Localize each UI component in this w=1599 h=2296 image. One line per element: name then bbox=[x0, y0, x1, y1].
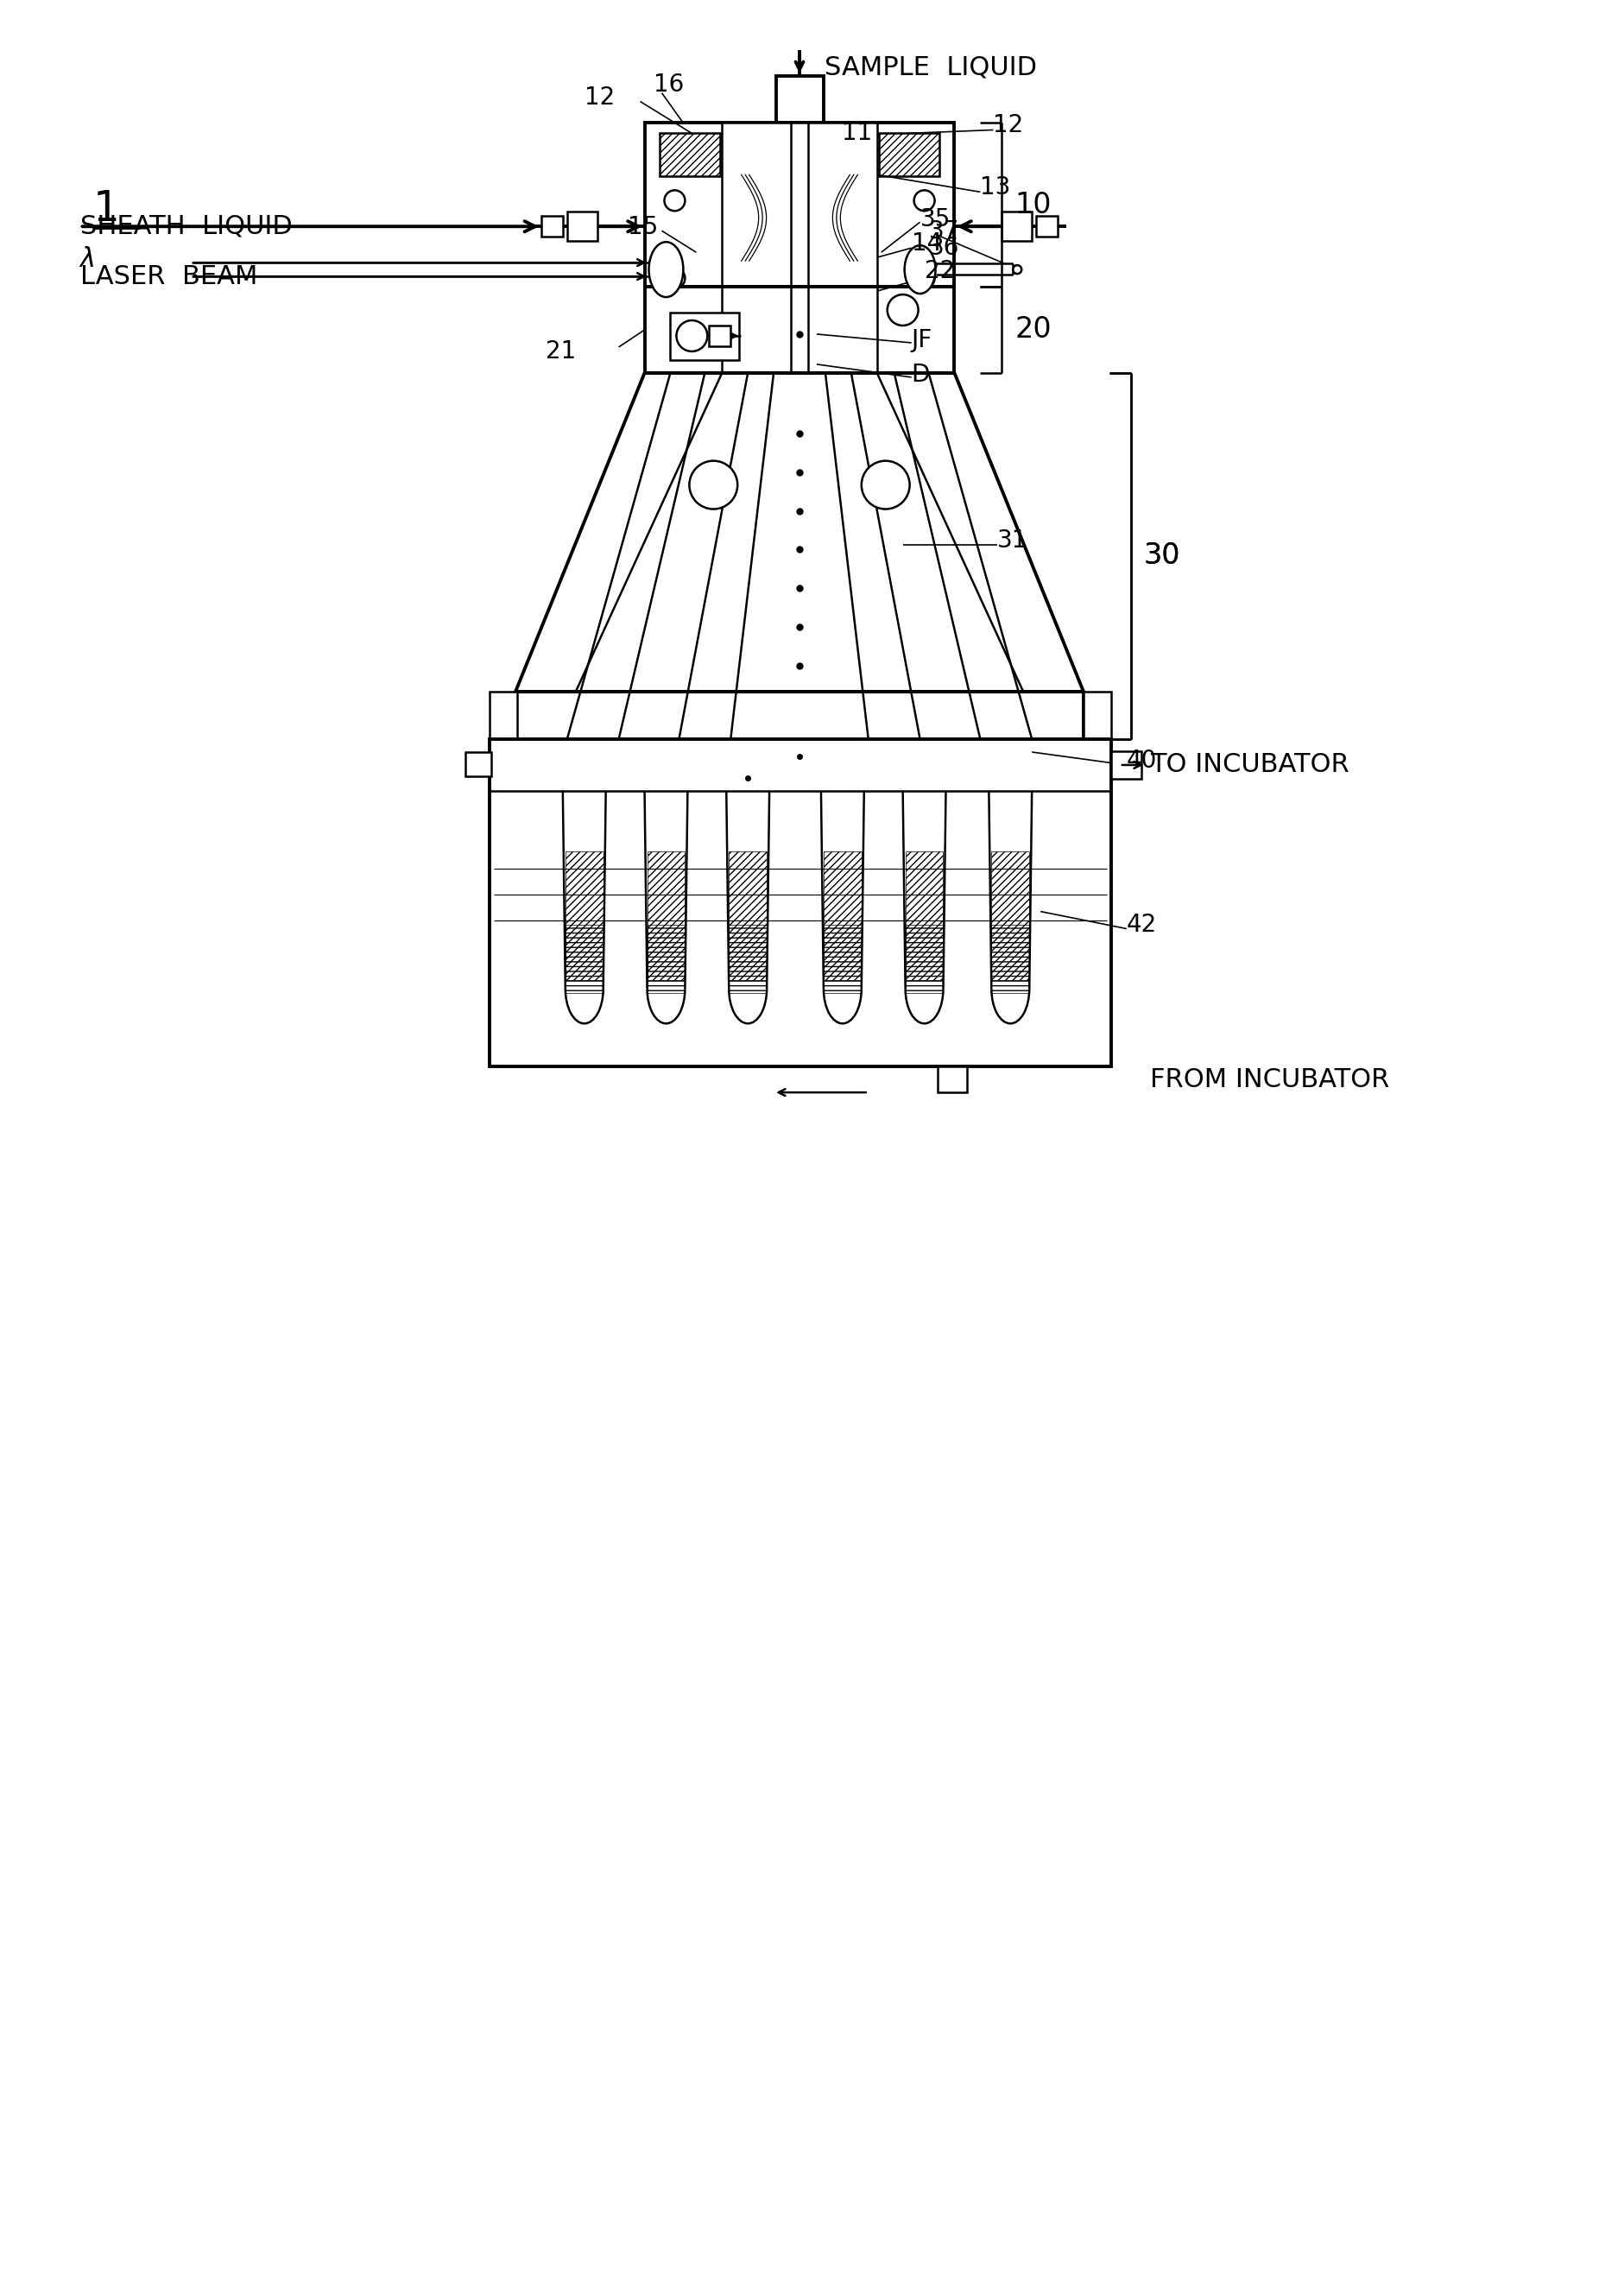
Bar bbox=[1111, 751, 1142, 778]
Text: 12: 12 bbox=[584, 85, 614, 110]
Text: 21: 21 bbox=[545, 340, 576, 363]
Circle shape bbox=[915, 191, 935, 211]
Bar bbox=[1036, 216, 1059, 236]
Bar bbox=[823, 925, 862, 994]
Bar bbox=[708, 326, 731, 347]
Bar bbox=[937, 1068, 967, 1093]
Text: SHEATH  LIQUID: SHEATH LIQUID bbox=[80, 214, 293, 239]
Bar bbox=[879, 133, 939, 177]
Text: 14: 14 bbox=[911, 232, 942, 255]
Ellipse shape bbox=[905, 246, 935, 294]
Circle shape bbox=[689, 461, 737, 510]
Bar bbox=[566, 852, 603, 980]
Text: 15: 15 bbox=[627, 216, 657, 239]
Text: 40: 40 bbox=[1127, 748, 1158, 774]
Bar bbox=[991, 852, 1030, 980]
Text: 10: 10 bbox=[1015, 191, 1052, 218]
Text: 36: 36 bbox=[929, 236, 959, 259]
Text: SAMPLE  LIQUID: SAMPLE LIQUID bbox=[825, 55, 1036, 80]
Text: 11: 11 bbox=[841, 122, 871, 145]
Bar bbox=[489, 739, 1111, 1068]
Bar bbox=[566, 925, 603, 994]
Text: 20: 20 bbox=[1015, 315, 1052, 344]
Bar bbox=[648, 852, 684, 980]
Bar bbox=[1084, 691, 1111, 739]
Text: 13: 13 bbox=[980, 174, 1011, 200]
Bar bbox=[823, 852, 862, 980]
Bar bbox=[1111, 753, 1137, 776]
Text: 42: 42 bbox=[1127, 912, 1158, 937]
Text: 12: 12 bbox=[993, 113, 1023, 138]
Bar bbox=[644, 287, 955, 372]
Bar bbox=[465, 753, 491, 776]
Circle shape bbox=[862, 461, 910, 510]
Bar bbox=[660, 133, 720, 177]
Bar bbox=[644, 124, 955, 287]
Bar bbox=[670, 312, 739, 360]
Text: FROM INCUBATOR: FROM INCUBATOR bbox=[1150, 1068, 1390, 1093]
Bar bbox=[568, 211, 596, 241]
Circle shape bbox=[676, 321, 707, 351]
Text: JF: JF bbox=[911, 328, 932, 351]
Bar bbox=[723, 124, 876, 287]
Text: 30: 30 bbox=[1143, 542, 1180, 569]
Circle shape bbox=[915, 269, 935, 289]
Bar bbox=[729, 925, 768, 994]
Bar bbox=[776, 76, 823, 124]
Bar bbox=[540, 216, 563, 236]
Bar bbox=[991, 925, 1030, 994]
Circle shape bbox=[664, 191, 684, 211]
Bar bbox=[905, 852, 943, 980]
Bar bbox=[905, 925, 943, 994]
Text: 1: 1 bbox=[93, 188, 120, 230]
Bar bbox=[729, 852, 768, 980]
Circle shape bbox=[1014, 266, 1022, 273]
Text: TO INCUBATOR: TO INCUBATOR bbox=[1150, 753, 1350, 778]
Text: 37: 37 bbox=[929, 220, 959, 243]
Bar bbox=[1003, 211, 1031, 241]
Text: D: D bbox=[911, 363, 931, 386]
Text: 16: 16 bbox=[652, 71, 684, 96]
Ellipse shape bbox=[649, 241, 683, 296]
Text: 35: 35 bbox=[919, 207, 950, 232]
Text: 30: 30 bbox=[1143, 542, 1180, 569]
Text: λ: λ bbox=[80, 246, 96, 271]
Text: LASER  BEAM: LASER BEAM bbox=[80, 264, 257, 289]
Bar bbox=[489, 691, 516, 739]
Text: 31: 31 bbox=[998, 528, 1028, 553]
Text: 22: 22 bbox=[924, 259, 955, 282]
Bar bbox=[648, 925, 684, 994]
Circle shape bbox=[664, 269, 684, 289]
Circle shape bbox=[887, 294, 918, 326]
